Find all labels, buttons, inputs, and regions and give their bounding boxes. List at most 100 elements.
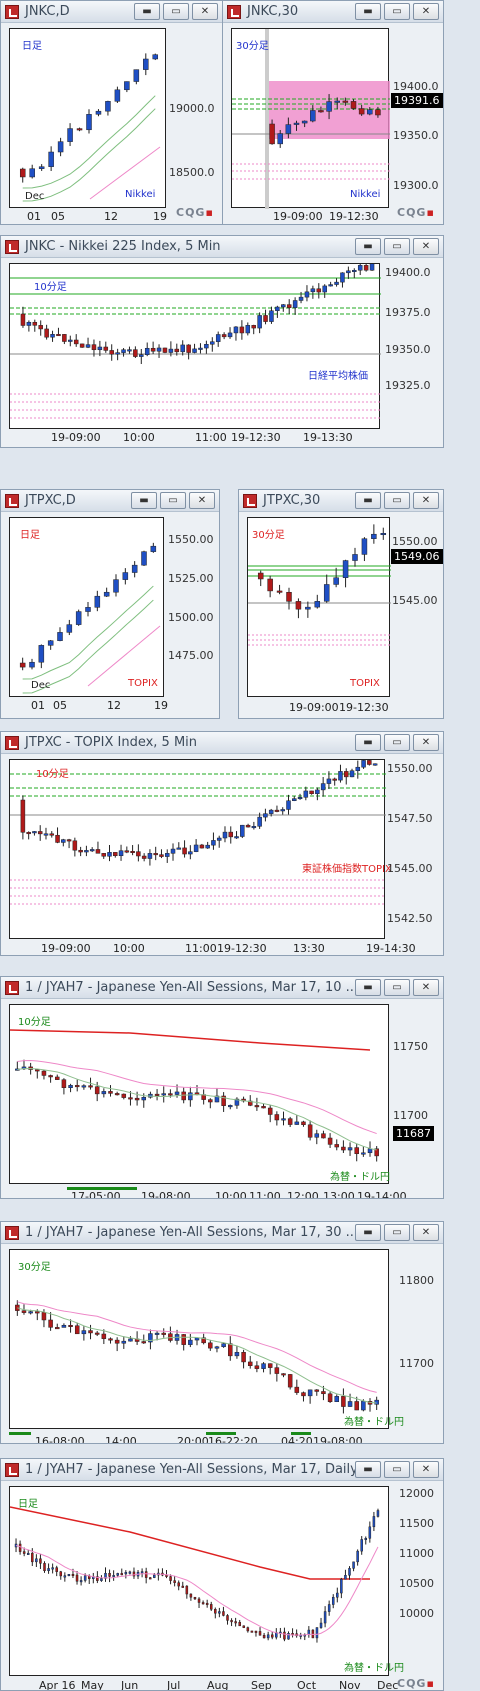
candle-body bbox=[43, 833, 49, 836]
restore-button[interactable]: ▭ bbox=[384, 1461, 410, 1478]
close-button[interactable]: ✕ bbox=[413, 979, 439, 996]
candle-body bbox=[84, 850, 89, 853]
chart-pane[interactable]: 10分足 日経平均株価 bbox=[9, 263, 381, 429]
chart-pane[interactable]: 日足 為替・ドル円 bbox=[9, 1486, 404, 1676]
y-label: 11800 bbox=[399, 1274, 434, 1287]
titlebar[interactable]: JTPXC,30 ▬ ▭ ✕ bbox=[239, 490, 443, 512]
chart-pane[interactable]: 10分足 東証株価指数TOPIX bbox=[9, 759, 392, 939]
window-jyah7-daily[interactable]: 1 / JYAH7 - Japanese Yen-All Sessions, M… bbox=[0, 1458, 444, 1691]
window-jnkc-30[interactable]: JNKC,30 ▬ ▭ ✕ 30分足 Nikkei 19400.0 19391.… bbox=[222, 0, 444, 225]
restore-button[interactable]: ▭ bbox=[384, 492, 410, 509]
minimize-button[interactable]: ▬ bbox=[355, 1224, 381, 1241]
candle-body bbox=[251, 325, 256, 329]
window-jyah7-10min[interactable]: 1 / JYAH7 - Japanese Yen-All Sessions, M… bbox=[0, 976, 444, 1199]
chart-pane[interactable]: 30分足 為替・ドル円 bbox=[9, 1249, 404, 1429]
candle-body bbox=[180, 344, 185, 353]
candle-body bbox=[144, 347, 150, 355]
candle-body bbox=[254, 1365, 260, 1369]
titlebar[interactable]: 1 / JYAH7 - Japanese Yen-All Sessions, M… bbox=[1, 977, 443, 999]
candle-body bbox=[340, 1579, 343, 1594]
minimize-button[interactable]: ▬ bbox=[355, 492, 381, 509]
restore-button[interactable]: ▭ bbox=[384, 979, 410, 996]
candle-body bbox=[38, 166, 45, 169]
close-button[interactable]: ✕ bbox=[413, 1461, 439, 1478]
titlebar[interactable]: JTPXC,D ▬ ▭ ✕ bbox=[1, 490, 219, 512]
restore-button[interactable]: ▭ bbox=[384, 734, 410, 751]
minimize-button[interactable]: ▬ bbox=[355, 1461, 381, 1478]
titlebar[interactable]: JNKC,30 ▬ ▭ ✕ bbox=[223, 1, 443, 23]
session-divider bbox=[265, 29, 269, 209]
y-label: 1545.00 bbox=[392, 594, 438, 607]
app-icon bbox=[5, 981, 19, 995]
restore-button[interactable]: ▭ bbox=[384, 1224, 410, 1241]
chart-pane[interactable]: 日足 TOPIX bbox=[9, 517, 164, 697]
candle-body bbox=[148, 1577, 152, 1580]
candle-body bbox=[79, 343, 85, 348]
chart-pane[interactable]: 30分足 TOPIX bbox=[247, 517, 391, 697]
minimize-button[interactable]: ▬ bbox=[355, 979, 381, 996]
candle-body bbox=[201, 1337, 206, 1344]
candle-body bbox=[68, 1324, 73, 1327]
window-jtpxc-30[interactable]: JTPXC,30 ▬ ▭ ✕ 30分足 TOPIX 1550.00 1549.0… bbox=[238, 489, 444, 719]
window-jnkc-daily[interactable]: JNKC,D ▬ ▭ ✕ 日足 Nikkei 19000.0 18500.0 D… bbox=[0, 0, 223, 225]
candle-body bbox=[56, 334, 61, 337]
restore-button[interactable]: ▭ bbox=[160, 492, 186, 509]
candle-body bbox=[254, 1105, 260, 1108]
minimize-button[interactable]: ▬ bbox=[131, 492, 157, 509]
candle-body bbox=[354, 1147, 359, 1155]
period-label: 10分足 bbox=[34, 282, 67, 293]
window-jtpxc-5min[interactable]: JTPXC - TOPIX Index, 5 Min ▬ ▭ ✕ 10分足 東証… bbox=[0, 731, 444, 956]
restore-button[interactable]: ▭ bbox=[163, 3, 189, 20]
titlebar[interactable]: JNKC - Nikkei 225 Index, 5 Min ▬ ▭ ✕ bbox=[1, 236, 443, 258]
chart-pane[interactable]: 30分足 Nikkei bbox=[231, 28, 390, 209]
restore-button[interactable]: ▭ bbox=[384, 238, 410, 255]
candle-body bbox=[241, 1352, 246, 1363]
close-button[interactable]: ✕ bbox=[192, 3, 218, 20]
minimize-button[interactable]: ▬ bbox=[355, 238, 381, 255]
close-button[interactable]: ✕ bbox=[189, 492, 215, 509]
candle-body bbox=[101, 853, 106, 857]
y-label: 1550.00 bbox=[168, 533, 214, 546]
app-icon bbox=[5, 1226, 19, 1240]
window-jyah7-30min[interactable]: 1 / JYAH7 - Japanese Yen-All Sessions, M… bbox=[0, 1221, 444, 1444]
close-button[interactable]: ✕ bbox=[413, 1224, 439, 1241]
chart-pane[interactable]: 日足 Nikkei bbox=[9, 28, 166, 208]
candle-body bbox=[88, 1085, 93, 1088]
app-icon bbox=[5, 494, 19, 508]
candle-body bbox=[181, 1334, 186, 1345]
candle-body bbox=[101, 1091, 107, 1095]
titlebar[interactable]: JNKC,D ▬ ▭ ✕ bbox=[1, 1, 222, 23]
chart-pane[interactable]: 10分足 為替・ドル円 bbox=[9, 1004, 390, 1184]
close-button[interactable]: ✕ bbox=[413, 734, 439, 751]
restore-button[interactable]: ▭ bbox=[384, 3, 410, 20]
close-button[interactable]: ✕ bbox=[413, 238, 439, 255]
candle-body bbox=[31, 1552, 34, 1563]
candle-body bbox=[128, 1338, 133, 1342]
minimize-button[interactable]: ▬ bbox=[355, 3, 381, 20]
candle-body bbox=[234, 836, 239, 839]
candle-body bbox=[71, 1573, 75, 1576]
window-jnkc-5min[interactable]: JNKC - Nikkei 225 Index, 5 Min ▬ ▭ ✕ 10分… bbox=[0, 235, 444, 448]
candle-body bbox=[307, 1124, 313, 1138]
candle-body bbox=[205, 844, 210, 849]
close-button[interactable]: ✕ bbox=[413, 492, 439, 509]
minimize-button[interactable]: ▬ bbox=[355, 734, 381, 751]
candle-body bbox=[372, 763, 378, 766]
candle-body bbox=[121, 1093, 127, 1098]
window-jtpxc-daily[interactable]: JTPXC,D ▬ ▭ ✕ 日足 TOPIX 1550.00 1525.00 1… bbox=[0, 489, 220, 719]
candle-body bbox=[181, 1091, 186, 1101]
close-button[interactable]: ✕ bbox=[413, 3, 439, 20]
instrument-name: TOPIX bbox=[350, 678, 380, 689]
minimize-button[interactable]: ▬ bbox=[134, 3, 160, 20]
candle-body bbox=[246, 1627, 250, 1632]
candle-body bbox=[120, 1573, 124, 1576]
candle-body bbox=[61, 1079, 67, 1088]
candle-body bbox=[334, 100, 340, 103]
titlebar[interactable]: 1 / JYAH7 - Japanese Yen-All Sessions, M… bbox=[1, 1222, 443, 1244]
titlebar[interactable]: 1 / JYAH7 - Japanese Yen-All Sessions, M… bbox=[1, 1459, 443, 1481]
candle-body bbox=[136, 851, 141, 857]
candle-body bbox=[121, 1340, 127, 1344]
titlebar[interactable]: JTPXC - TOPIX Index, 5 Min ▬ ▭ ✕ bbox=[1, 732, 443, 754]
candle-body bbox=[364, 1538, 368, 1541]
moving-average-short bbox=[22, 585, 154, 680]
